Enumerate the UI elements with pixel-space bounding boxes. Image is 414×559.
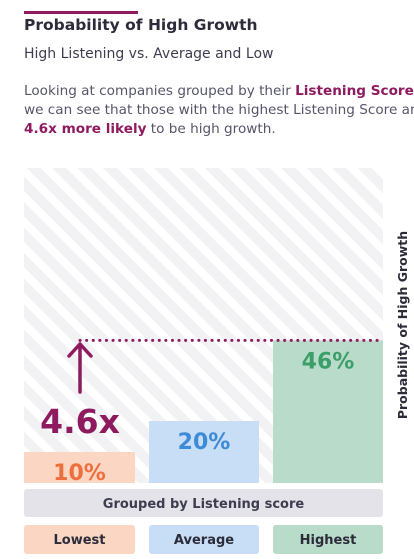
- category-chip-lowest: [24, 525, 135, 554]
- bar-value-label-lowest: 10%: [53, 461, 106, 486]
- description-text: Looking at companies grouped by their: [24, 83, 296, 99]
- description-text: we can see that those with the highest L…: [24, 102, 414, 118]
- bar-value-label-highest: 46%: [302, 349, 355, 374]
- title-accent-bar: [24, 11, 138, 14]
- multiplier-annotation: 4.6x: [40, 402, 120, 441]
- category-label-highest: Highest: [300, 533, 357, 548]
- description-text: to be high growth.: [146, 121, 276, 137]
- arrow-up-icon: [67, 342, 93, 394]
- bar-lowest: [24, 452, 135, 483]
- category-chip-average: [149, 525, 259, 554]
- description-highlight-multiplier: 4.6x more likely: [24, 121, 147, 137]
- bar-highest: [273, 340, 383, 483]
- chart-description: Looking at companies grouped by their Li…: [24, 82, 414, 139]
- category-label-average: Average: [174, 533, 234, 548]
- bar-value-label-average: 20%: [178, 430, 231, 455]
- description-highlight-listening-score: Listening Score,: [295, 83, 414, 99]
- chart-title: Probability of High Growth: [24, 16, 258, 34]
- chart-subtitle: High Listening vs. Average and Low: [24, 46, 274, 62]
- x-axis-label: Grouped by Listening score: [103, 497, 305, 512]
- bar-average: [149, 421, 259, 483]
- group-band: [24, 489, 383, 517]
- category-label-lowest: Lowest: [54, 533, 106, 548]
- y-axis-label: Probability of High Growth: [395, 231, 410, 419]
- category-chip-highest: [273, 525, 383, 554]
